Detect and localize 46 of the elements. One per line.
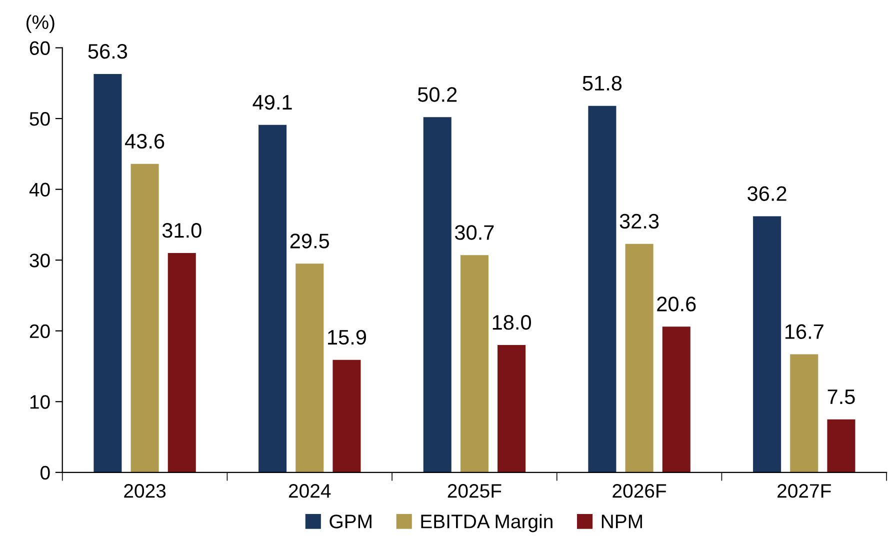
y-tick-label: 20 [30, 324, 50, 338]
legend-label: NPM [602, 514, 642, 528]
bar [790, 354, 818, 472]
y-tick-label: 0 [40, 466, 50, 480]
data-label: 51.8 [582, 76, 622, 91]
bar [498, 345, 526, 472]
data-label: 20.6 [657, 296, 696, 312]
y-tick-label: 60 [30, 41, 50, 56]
bar [753, 216, 782, 472]
data-label: 31.0 [162, 223, 202, 238]
data-label: 49.1 [252, 94, 292, 110]
data-label: 43.6 [124, 134, 164, 149]
bar [827, 419, 856, 472]
x-tick-label: 2027F [778, 484, 831, 498]
bar [423, 117, 452, 472]
x-tick-label: 2025F [448, 484, 502, 498]
bar [662, 326, 690, 472]
x-tick-label: 2024 [288, 484, 331, 498]
x-tick-label: 2023 [124, 484, 166, 498]
data-label: 29.5 [290, 234, 330, 248]
bar [94, 74, 122, 472]
bar [258, 124, 287, 472]
data-label: 36.2 [748, 186, 786, 201]
legend-label: GPM [330, 514, 372, 528]
x-tick-label: 2026F [612, 484, 666, 498]
data-label: 15.9 [328, 330, 366, 345]
bar [588, 106, 616, 472]
data-label: 30.7 [454, 225, 494, 240]
y-tick-label: 10 [30, 395, 50, 409]
y-tick-label: 40 [29, 182, 50, 197]
y-tick-label: 30 [30, 254, 50, 268]
y-axis-title: (%) [26, 14, 54, 33]
bar [625, 244, 654, 472]
data-label: 50.2 [418, 87, 457, 102]
bar [130, 164, 159, 472]
data-label: 7.5 [828, 390, 855, 404]
data-label: 18.0 [492, 315, 532, 330]
bar [332, 360, 361, 472]
y-tick-label: 50 [30, 112, 50, 126]
data-label: 32.3 [620, 214, 659, 229]
bar [168, 253, 196, 472]
data-label: 16.7 [785, 324, 824, 339]
bar [460, 255, 488, 472]
data-label: 56.3 [88, 44, 128, 59]
bar [296, 264, 324, 472]
legend-label: EBITDA Margin [421, 514, 552, 532]
